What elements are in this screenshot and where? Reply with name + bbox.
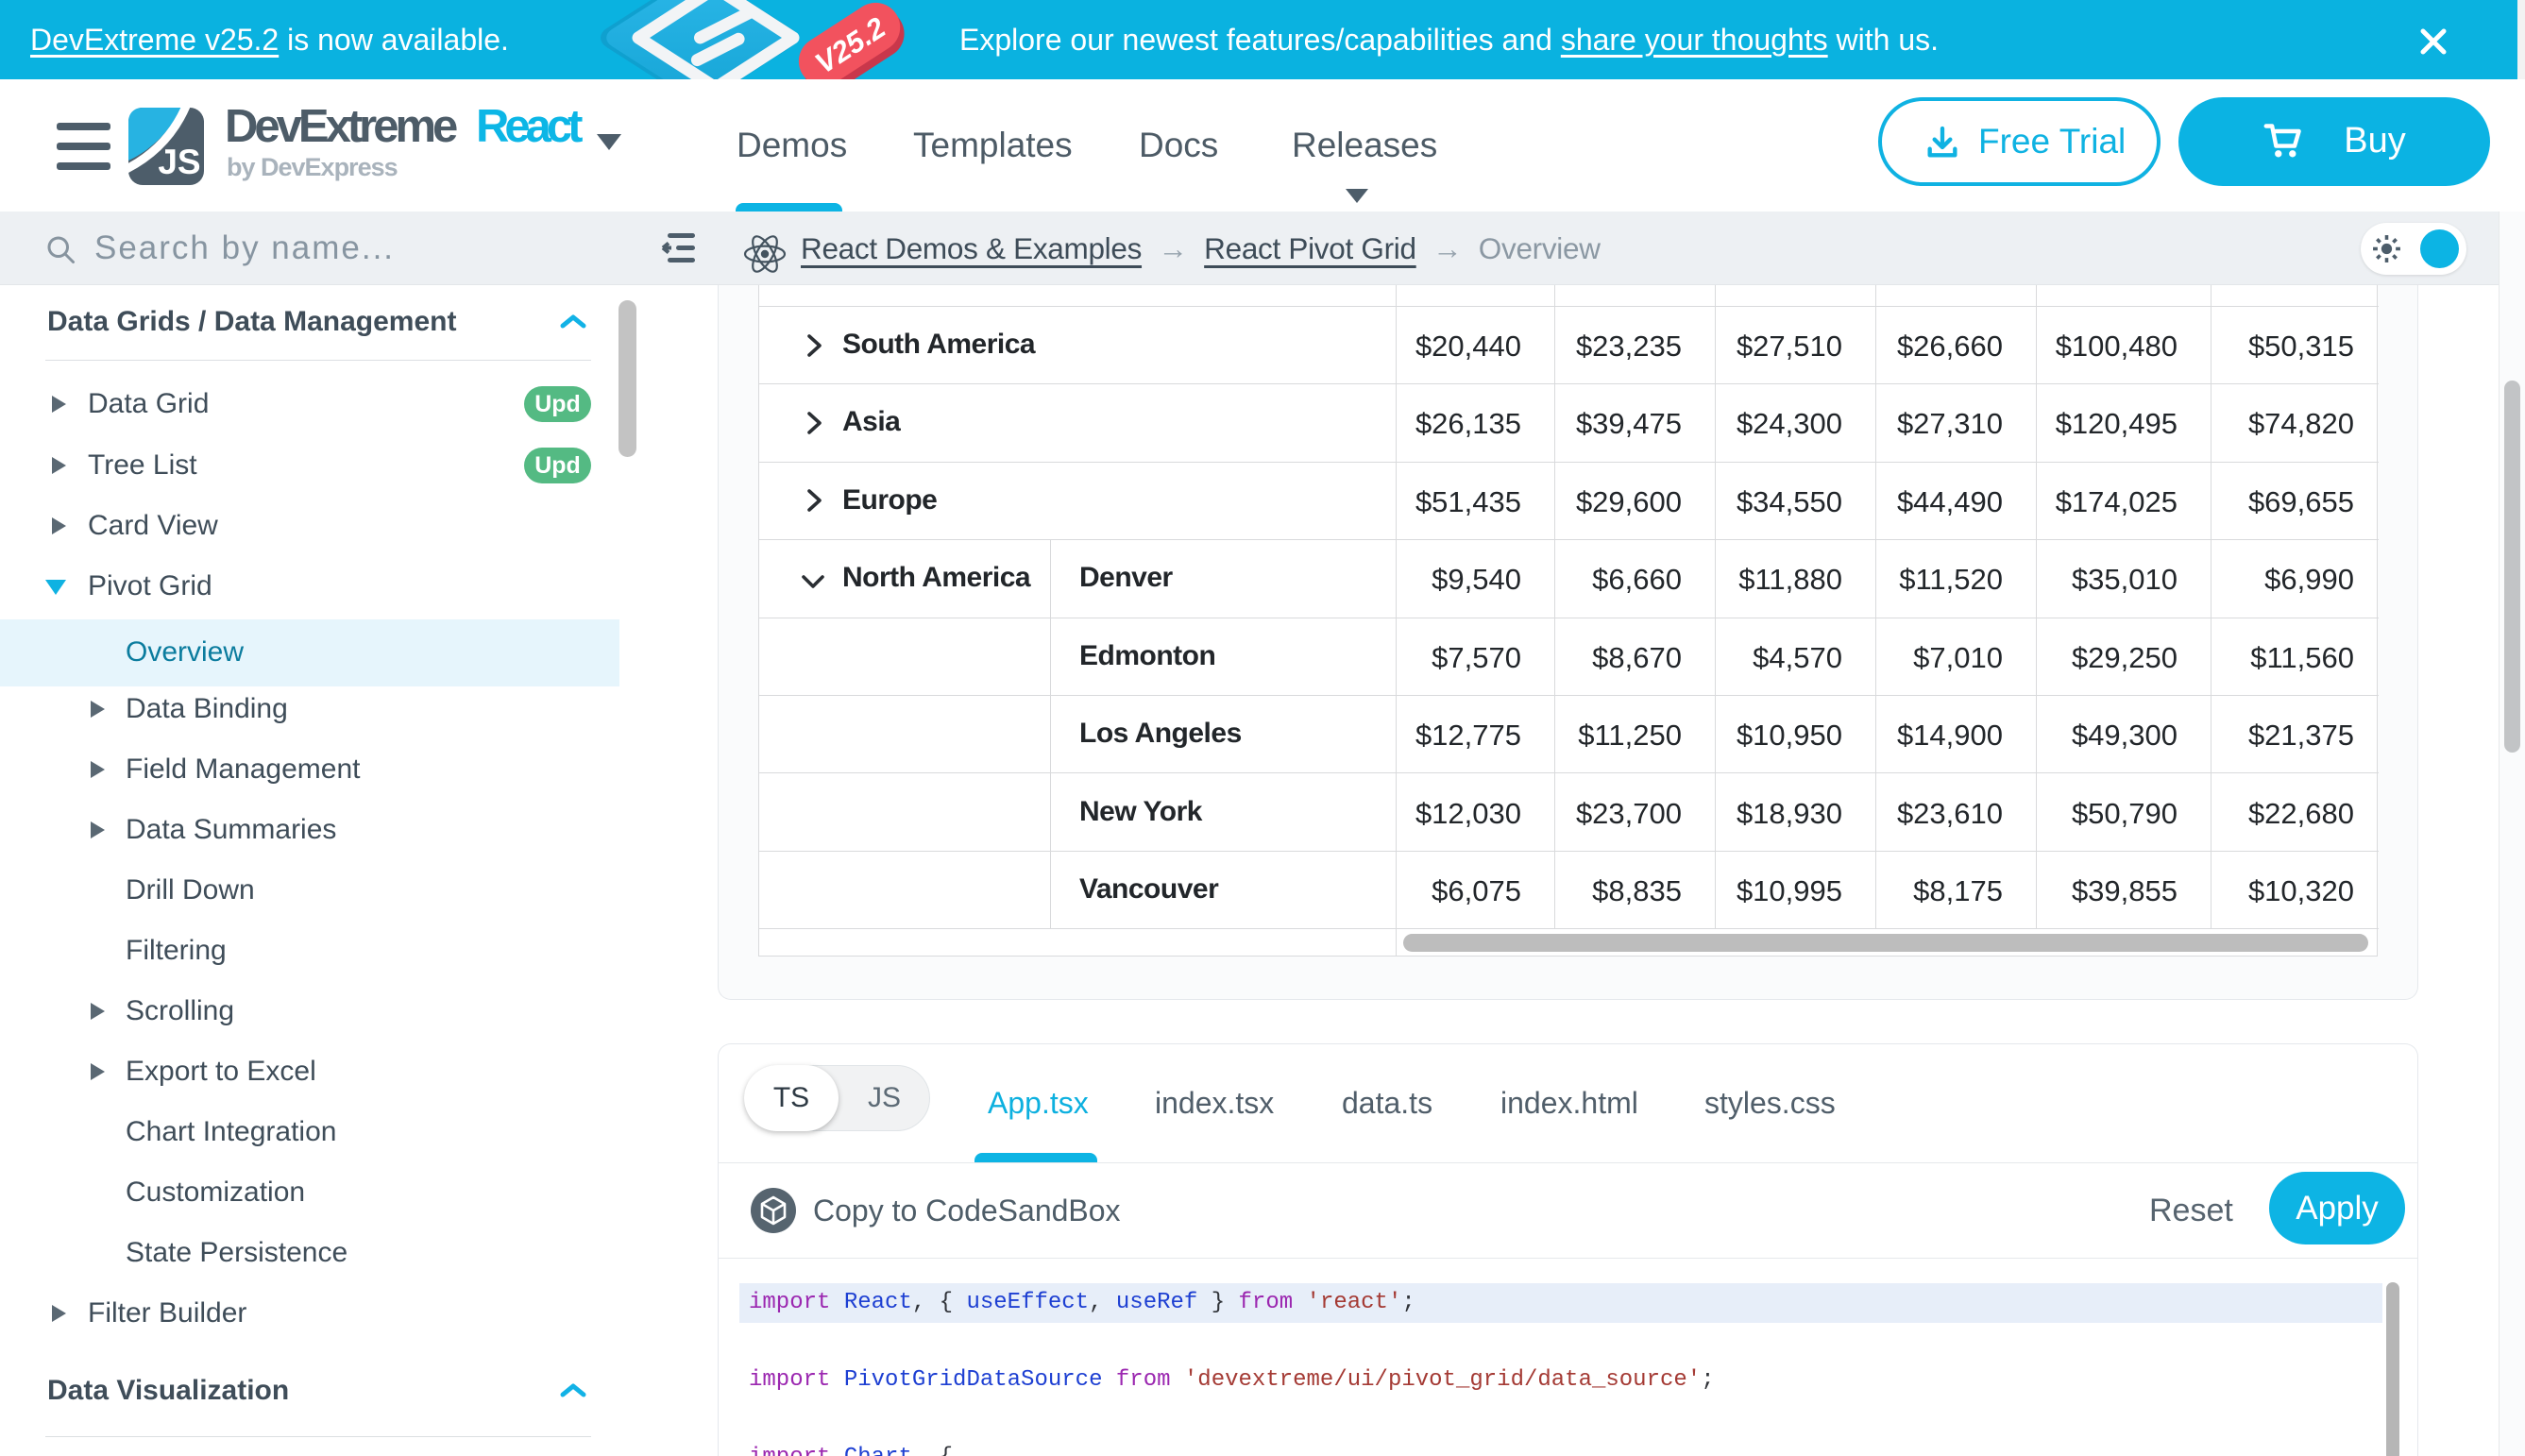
svg-text:JS: JS — [158, 143, 200, 181]
